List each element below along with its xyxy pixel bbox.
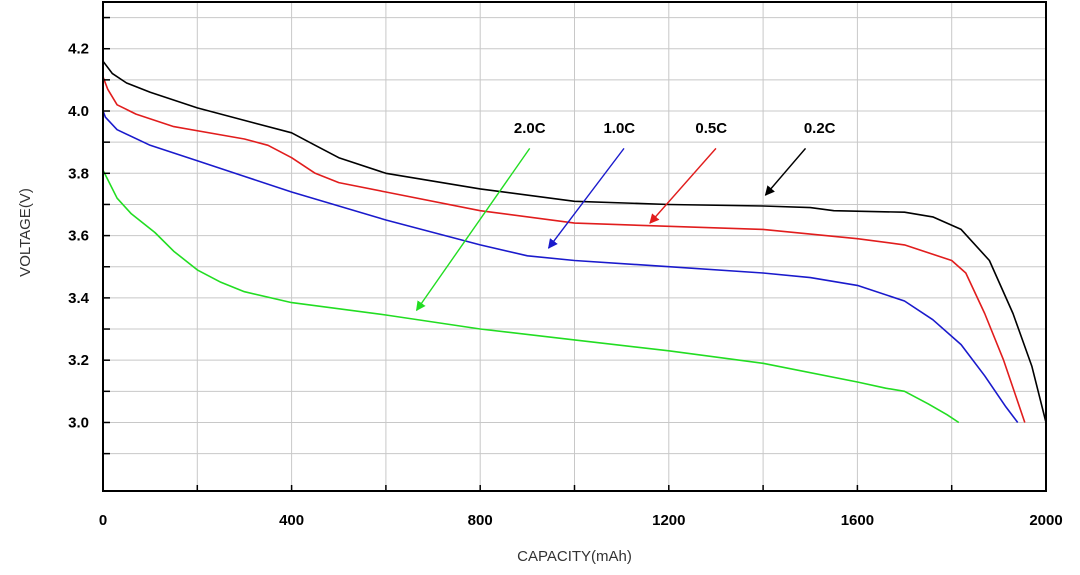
series-line-0-2c (102, 60, 1047, 423)
axis-ticks (103, 16, 953, 491)
y-tick-label: 3.6 (68, 228, 89, 245)
y-tick-label: 3.0 (68, 414, 89, 431)
x-axis-label: CAPACITY(mAh) (517, 548, 632, 565)
series-label: 2.0C (514, 120, 546, 137)
y-tick-label: 3.2 (68, 352, 89, 369)
y-tick-label: 3.8 (68, 165, 89, 182)
y-tick-label: 4.2 (68, 41, 89, 58)
series-arrow (415, 147, 531, 312)
x-tick-label: 400 (279, 512, 304, 529)
series-line-0-5c (102, 76, 1026, 423)
y-tick-label: 3.4 (68, 290, 90, 307)
series-label: 0.2C (804, 120, 836, 137)
x-tick-label: 2000 (1029, 512, 1062, 529)
y-axis-label: VOLTAGE(V) (17, 188, 34, 277)
series-label: 1.0C (603, 120, 635, 137)
series-lines (102, 60, 1047, 424)
y-tick-label: 4.0 (68, 103, 89, 120)
series-arrow (547, 147, 625, 249)
series-arrow (649, 147, 717, 224)
series-line-1-0c (102, 110, 1019, 423)
grid (103, 2, 1046, 491)
series-labels: 0.2C 0.5C 1.0C 2.0C (514, 120, 836, 137)
series-line-2-0c (102, 169, 960, 424)
x-tick-label: 1600 (841, 512, 874, 529)
x-tick-label: 1200 (652, 512, 685, 529)
x-tick-label: 0 (99, 512, 107, 529)
x-tick-label: 800 (468, 512, 493, 529)
series-arrows (415, 147, 807, 312)
tick-labels: 0 400 800 1200 1600 2000 3.0 3.2 3.4 3.6 3.8 4.0 4.2 (68, 41, 1063, 529)
series-label: 0.5C (695, 120, 727, 137)
series-arrow (764, 147, 807, 196)
